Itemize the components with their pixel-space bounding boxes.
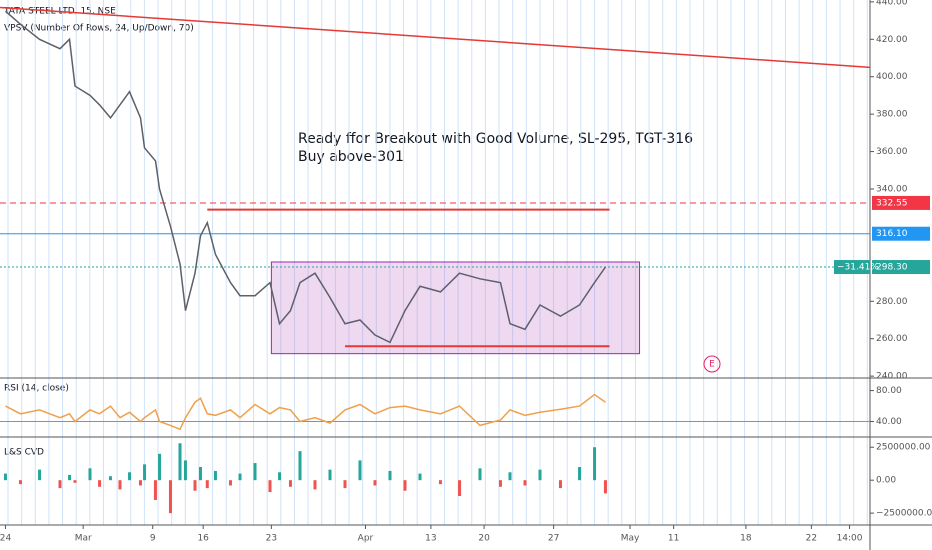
price-tag xyxy=(872,195,930,210)
cvd-bar xyxy=(108,476,112,481)
cvd-bar xyxy=(18,480,22,485)
cvd-bar xyxy=(358,460,362,481)
change-tag-label: −31.41% xyxy=(837,263,879,273)
price-tag-label: 298.30 xyxy=(876,263,908,273)
annotation: Buy above-301 xyxy=(298,149,404,165)
y-tick-label: 380.00 xyxy=(876,110,908,120)
x-tick-label: Apr xyxy=(358,534,374,544)
price-tag-label: 316.10 xyxy=(876,229,908,239)
y-tick-label: 240.00 xyxy=(876,372,908,382)
cvd-bar xyxy=(593,447,597,481)
cvd-bar xyxy=(578,467,582,481)
series-line xyxy=(5,10,607,344)
x-tick-label: 16 xyxy=(197,534,209,544)
y-tick-label: 40.00 xyxy=(876,417,902,427)
price-tag-label: 332.55 xyxy=(876,198,908,208)
cvd-bar xyxy=(128,472,132,481)
x-tick-label: 14:00 xyxy=(837,534,863,544)
x-tick-label: May xyxy=(621,534,640,544)
cvd-bar xyxy=(603,480,607,494)
cvd-bar xyxy=(98,480,102,487)
y-tick-label: 420.00 xyxy=(876,35,908,45)
x-tick-label: 9 xyxy=(150,534,156,544)
y-tick-label: 340.00 xyxy=(876,185,908,195)
cvd-bar xyxy=(183,460,187,481)
x-tick-label: 20 xyxy=(478,534,490,544)
cvd-bar xyxy=(193,480,197,491)
cvd-bar xyxy=(253,463,257,481)
y-tick-label: 260.00 xyxy=(876,334,908,344)
event-marker xyxy=(703,355,721,373)
x-tick-label: 18 xyxy=(740,534,752,544)
cvd-bar xyxy=(88,468,92,481)
cvd-bar xyxy=(403,480,407,491)
cvd-bar xyxy=(388,470,392,481)
cvd-bar xyxy=(538,469,542,481)
x-tick-label: 13 xyxy=(425,534,436,544)
cvd-bar xyxy=(153,480,157,500)
cvd-bar xyxy=(373,480,377,486)
x-tick-label: Mar xyxy=(75,534,92,544)
trend-line xyxy=(0,6,871,69)
cvd-bar xyxy=(313,480,317,490)
cvd-bar xyxy=(343,480,347,489)
cvd-bar xyxy=(3,473,7,481)
cvd-bar xyxy=(213,470,217,481)
series-line xyxy=(5,393,606,431)
cvd-bar xyxy=(178,443,182,481)
cvd-bar xyxy=(458,480,462,496)
y-tick-label: 2500000.00 xyxy=(876,443,931,453)
x-tick-label: 23 xyxy=(266,534,277,544)
cvd-bar xyxy=(238,473,242,481)
cvd-label: L&S CVD xyxy=(4,448,44,458)
cvd-bar xyxy=(198,467,202,481)
cvd-bar xyxy=(418,473,422,481)
price-tag xyxy=(872,226,930,241)
cvd-bar xyxy=(118,480,122,490)
rsi-label: RSI (14, close) xyxy=(4,384,69,394)
cvd-bar xyxy=(168,480,172,514)
cvd-bar xyxy=(438,480,442,485)
cvd-bar xyxy=(328,469,332,481)
cvd-bar xyxy=(508,472,512,481)
cvd-bar xyxy=(268,480,272,493)
x-tick-label: 11 xyxy=(668,534,679,544)
annotation: Ready ffor Breakout with Good Volume, SL… xyxy=(298,131,693,147)
cvd-bar xyxy=(558,480,562,489)
cvd-bar xyxy=(498,480,502,487)
x-tick-label: 24 xyxy=(0,534,11,544)
cvd-bar xyxy=(278,472,282,481)
cvd-bar xyxy=(38,469,42,481)
y-tick-label: 280.00 xyxy=(876,297,908,307)
cvd-bar xyxy=(298,451,302,481)
cvd-bar xyxy=(158,453,162,481)
y-tick-label: 440.00 xyxy=(876,0,908,7)
cvd-bar xyxy=(143,464,147,481)
range-box xyxy=(270,261,641,355)
y-tick-label: 80.00 xyxy=(876,386,902,396)
cvd-bar xyxy=(478,468,482,481)
cvd-bar xyxy=(288,480,292,487)
x-tick-label: 22 xyxy=(806,534,817,544)
y-tick-label: 400.00 xyxy=(876,72,908,82)
cvd-bar xyxy=(205,480,209,489)
cvd-bar xyxy=(68,474,72,481)
y-tick-label: 0.00 xyxy=(876,476,896,486)
event-marker-label: E xyxy=(709,360,715,370)
change-tag xyxy=(834,260,870,275)
cvd-bar xyxy=(228,480,232,486)
y-tick-label: 360.00 xyxy=(876,147,908,157)
cvd-bar xyxy=(73,480,77,483)
y-tick-label: −2500000.00 xyxy=(876,509,932,519)
price-tag xyxy=(872,260,930,275)
cvd-bar xyxy=(58,480,62,489)
cvd-bar xyxy=(138,480,142,486)
cvd-bar xyxy=(523,480,527,486)
x-tick-label: 27 xyxy=(548,534,559,544)
indicator-label: VPSV (Number Of Rows, 24, Up/Down, 70) xyxy=(4,24,194,34)
